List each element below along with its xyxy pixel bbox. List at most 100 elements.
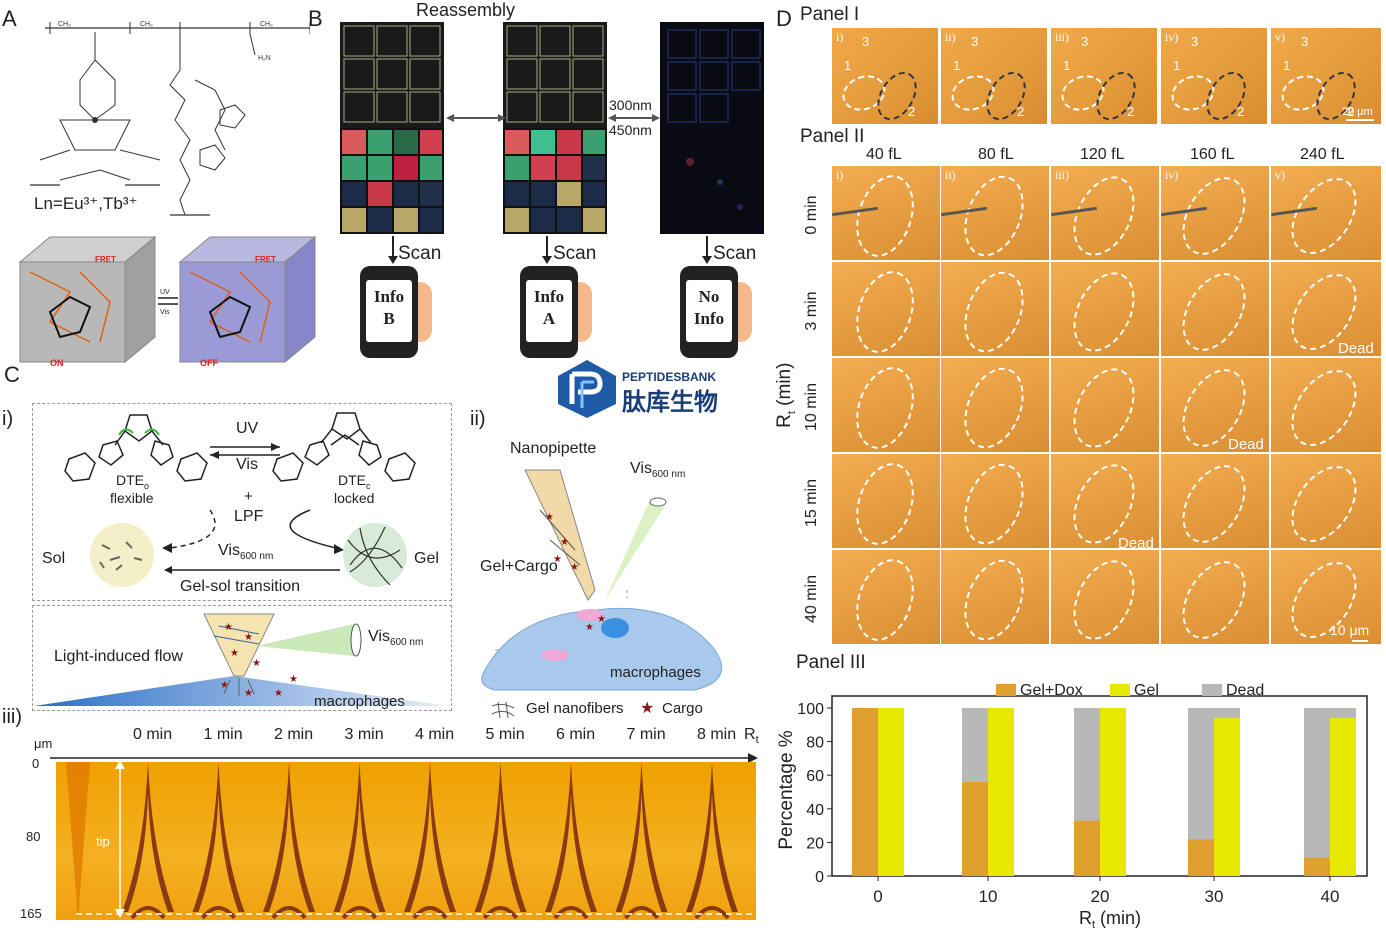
panel-i-num3-0: 3 — [862, 34, 870, 49]
panel-ii-ellipse-r1-c0 — [846, 263, 924, 356]
volume-label-0: 40 fL — [866, 146, 902, 163]
bar-gel-dead-cap-4 — [1330, 708, 1356, 719]
row-time-label-3: 15 min — [803, 478, 820, 528]
panel-ii-ellipse-r3-c0 — [846, 455, 924, 548]
panel-ii-cell-r2-c0 — [832, 358, 940, 452]
panel-i-roman-0: i) — [836, 30, 844, 44]
svg-text:★: ★ — [560, 537, 569, 548]
time-label-3: 3 min — [344, 726, 384, 743]
macrophages-label-1: macrophages — [314, 693, 405, 710]
time-label-0: 0 min — [133, 726, 173, 743]
panel-ii-ellipse-r3-c2 — [1061, 454, 1147, 548]
panel-ii-cell-r4-c4 — [1271, 550, 1381, 644]
panel-ii-cell-r4-c2 — [1051, 550, 1159, 644]
nanopipette-label: Nanopipette — [510, 440, 597, 457]
panel-i-ellipse-b-2 — [1088, 64, 1144, 124]
panel-c-iii-label: iii) — [2, 706, 22, 728]
dead-label-3: Dead — [1118, 535, 1154, 552]
rt-sub: t — [755, 734, 759, 747]
nanofibers-icon — [491, 701, 515, 719]
panel-i-num2-1: 2 — [1017, 104, 1025, 119]
vis600-sub: 600 nm — [239, 551, 274, 563]
kymo-tip-8 — [686, 762, 738, 920]
rt-label: Rt — [744, 726, 759, 746]
tip-label: tip — [96, 834, 110, 849]
gel-blocks-right-dark — [660, 22, 764, 234]
panel-ii-title: Panel II — [800, 126, 865, 147]
vis600-text: Vis — [218, 542, 240, 559]
scan-label-3: Scan — [713, 243, 757, 264]
um-label: μm — [34, 736, 53, 751]
panel-i-ellipse-b-1 — [978, 64, 1034, 124]
panel-i-ellipse-b-3 — [1198, 64, 1254, 124]
panel-a-ln-label: Ln=Eu³⁺,Tb³⁺ — [34, 194, 138, 213]
dte-c-desc: locked — [334, 490, 375, 506]
row-time-label-0: 0 min — [803, 195, 820, 235]
panel-ii-cell-r1-c0 — [832, 262, 940, 356]
dte-o-sub: o — [144, 480, 150, 491]
y-tick-label-0: 0 — [815, 869, 824, 886]
vis600-pipette-label: Vis600 nm — [630, 460, 685, 480]
bar-gel-4 — [1330, 718, 1356, 876]
panel-a-letter: A — [2, 6, 17, 31]
light-flow-box — [32, 605, 452, 711]
panel-i-roman-2: iii) — [1055, 30, 1069, 44]
lpf-label: LPF — [234, 508, 264, 525]
time-label-7: 7 min — [626, 726, 666, 743]
panel-ii-cell-r0-c2: iii) — [1051, 166, 1159, 260]
y-tick-165: 165 — [20, 906, 42, 921]
kymo-tip-6 — [545, 762, 597, 920]
row-axis-text: R — [774, 414, 796, 428]
panel-i-num3-4: 3 — [1301, 34, 1309, 49]
panel-i-num1-2: 1 — [1063, 58, 1071, 73]
phone-1: Info B — [360, 266, 418, 358]
scan-label-1: Scan — [398, 243, 442, 264]
panel-i-num2-3: 2 — [1237, 104, 1245, 119]
volume-label-3: 160 fL — [1190, 146, 1235, 163]
gel-blocks-left-top — [340, 22, 444, 128]
panel-ii-cell-r3-c1 — [941, 454, 1049, 548]
kymo-tip-4 — [404, 762, 456, 920]
y-axis-label: Percentage % — [776, 730, 797, 849]
x-tick-label-4: 40 — [1321, 887, 1340, 906]
panel-i-cell-0: i) 3 1 2 — [832, 28, 938, 124]
x-axis-label-unit: (min) — [1095, 908, 1141, 928]
panel-i-cell-4: v) 3 1 2 — [1271, 28, 1381, 124]
svg-text:★: ★ — [553, 554, 562, 565]
panel-ii-cell-r2-c3 — [1161, 358, 1269, 452]
panel-ii-cell-r4-c3 — [1161, 550, 1269, 644]
row-axis-label: Rt (min) — [774, 348, 798, 428]
panel-ii-roman-2: iii) — [1055, 168, 1069, 182]
svg-text:H₂N: H₂N — [258, 55, 271, 62]
phone-2-line1: Info — [533, 287, 565, 306]
panel-i-cell-1: ii) 3 1 2 — [941, 28, 1047, 124]
kymo-tip-2 — [263, 762, 315, 920]
vis600-label: Vis600 nm — [218, 542, 273, 562]
panel-ii-ellipse-r4-c1 — [953, 550, 1035, 644]
panel-ii-cell-r4-c1 — [941, 550, 1049, 644]
legend-nanofibers: Gel nanofibers — [526, 700, 624, 717]
watermark-brand: PEPTIDESBANK — [622, 370, 717, 384]
svg-text:★: ★ — [244, 688, 253, 699]
vis600-pipette-text: Vis — [630, 460, 652, 477]
volume-label-2: 120 fL — [1080, 146, 1125, 163]
kymo-tip-3 — [333, 762, 386, 920]
panel-ii-ellipse-r2-c4 — [1278, 358, 1370, 452]
panel-ii-ellipse-r0-c0 — [846, 167, 924, 260]
bar-gel-0 — [878, 708, 904, 876]
fret-label-1: FRET — [95, 255, 116, 264]
watermark-chinese: 肽库生物 — [622, 388, 718, 416]
legend-swatch-2 — [1202, 684, 1222, 696]
panel-ii-cell-r0-c0: i) — [832, 166, 940, 260]
phone-3: No Info — [680, 266, 738, 358]
svg-text:★: ★ — [289, 674, 298, 685]
panel-b-arrows — [446, 114, 660, 122]
vis600-flow-label: Vis600 nm — [368, 628, 423, 648]
panel-ii-roman-0: i) — [836, 168, 844, 182]
svg-text:CH₂: CH₂ — [260, 21, 273, 28]
scan-label-2: Scan — [553, 243, 597, 264]
reassembly-label: Reassembly — [416, 0, 516, 20]
panel-ii-ellipse-r1-c3 — [1169, 262, 1259, 356]
bar-geldox-4 — [1304, 857, 1330, 876]
svg-text:★: ★ — [230, 648, 239, 659]
